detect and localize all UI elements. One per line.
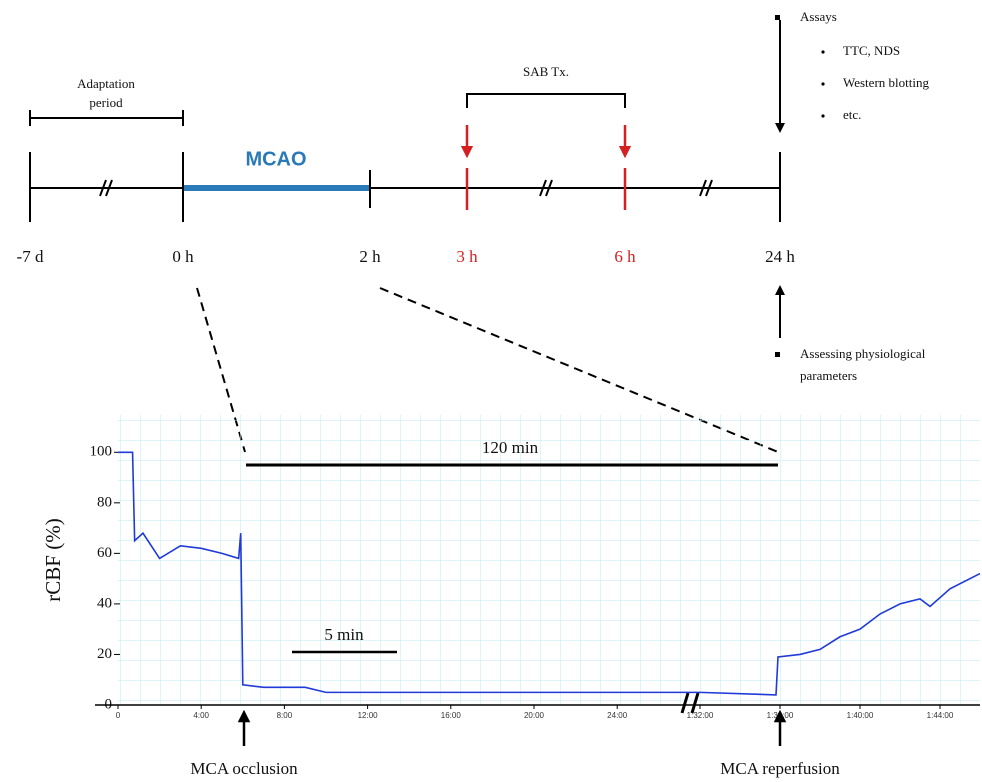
bullet — [821, 82, 824, 85]
y-tick-label: 60 — [97, 545, 112, 561]
time-label: 3 h — [456, 247, 478, 266]
assay-item: Western blotting — [843, 75, 929, 90]
bullet — [821, 114, 824, 117]
figure: Adaptation period MCAO SAB Tx. -7 d 0 h … — [0, 0, 982, 782]
annotation: MCA occlusion — [190, 759, 298, 778]
x-tick-label: 16:00 — [441, 711, 462, 720]
x-tick-label: 1:40:00 — [847, 711, 874, 720]
time-label: 0 h — [172, 247, 194, 266]
adaptation-label: Adaptation — [77, 76, 135, 91]
y-tick-label: 80 — [97, 494, 112, 510]
physiology-label: Assessing physiological — [800, 346, 926, 361]
assays-title: Assays — [800, 9, 837, 24]
time-label: -7 d — [17, 247, 44, 266]
x-tick-label: 24:00 — [607, 711, 628, 720]
y-tick-label: 20 — [97, 646, 112, 662]
time-label: 2 h — [359, 247, 381, 266]
x-tick-label: 20:00 — [524, 711, 545, 720]
bullet — [775, 15, 780, 20]
bullet — [821, 50, 824, 53]
adaptation-label: period — [89, 95, 123, 110]
annotation: 120 min — [482, 438, 539, 457]
annotation: 5 min — [324, 625, 364, 644]
time-label: 6 h — [614, 247, 636, 266]
x-tick-label: 4:00 — [193, 711, 209, 720]
treatment-ticks — [467, 125, 625, 210]
physiology-label: parameters — [800, 368, 857, 383]
treatment-label: SAB Tx. — [523, 64, 569, 79]
y-tick-label: 100 — [90, 444, 113, 460]
x-tick-label: 0 — [116, 711, 121, 720]
timeline: Adaptation period MCAO SAB Tx. -7 d 0 h … — [17, 9, 930, 452]
mcao-label: MCAO — [245, 148, 306, 170]
x-tick-label: 1:44:00 — [927, 711, 954, 720]
assay-item: etc. — [843, 107, 861, 122]
time-label: 24 h — [765, 247, 795, 266]
x-tick-label: 8:00 — [277, 711, 293, 720]
assay-item: TTC, NDS — [843, 43, 900, 58]
annotation: MCA reperfusion — [720, 759, 840, 778]
plot-grid — [118, 415, 980, 705]
x-tick-label: 12:00 — [358, 711, 379, 720]
y-axis-label: rCBF (%) — [41, 518, 65, 601]
y-tick-label: 40 — [97, 595, 112, 611]
bullet — [775, 352, 780, 357]
